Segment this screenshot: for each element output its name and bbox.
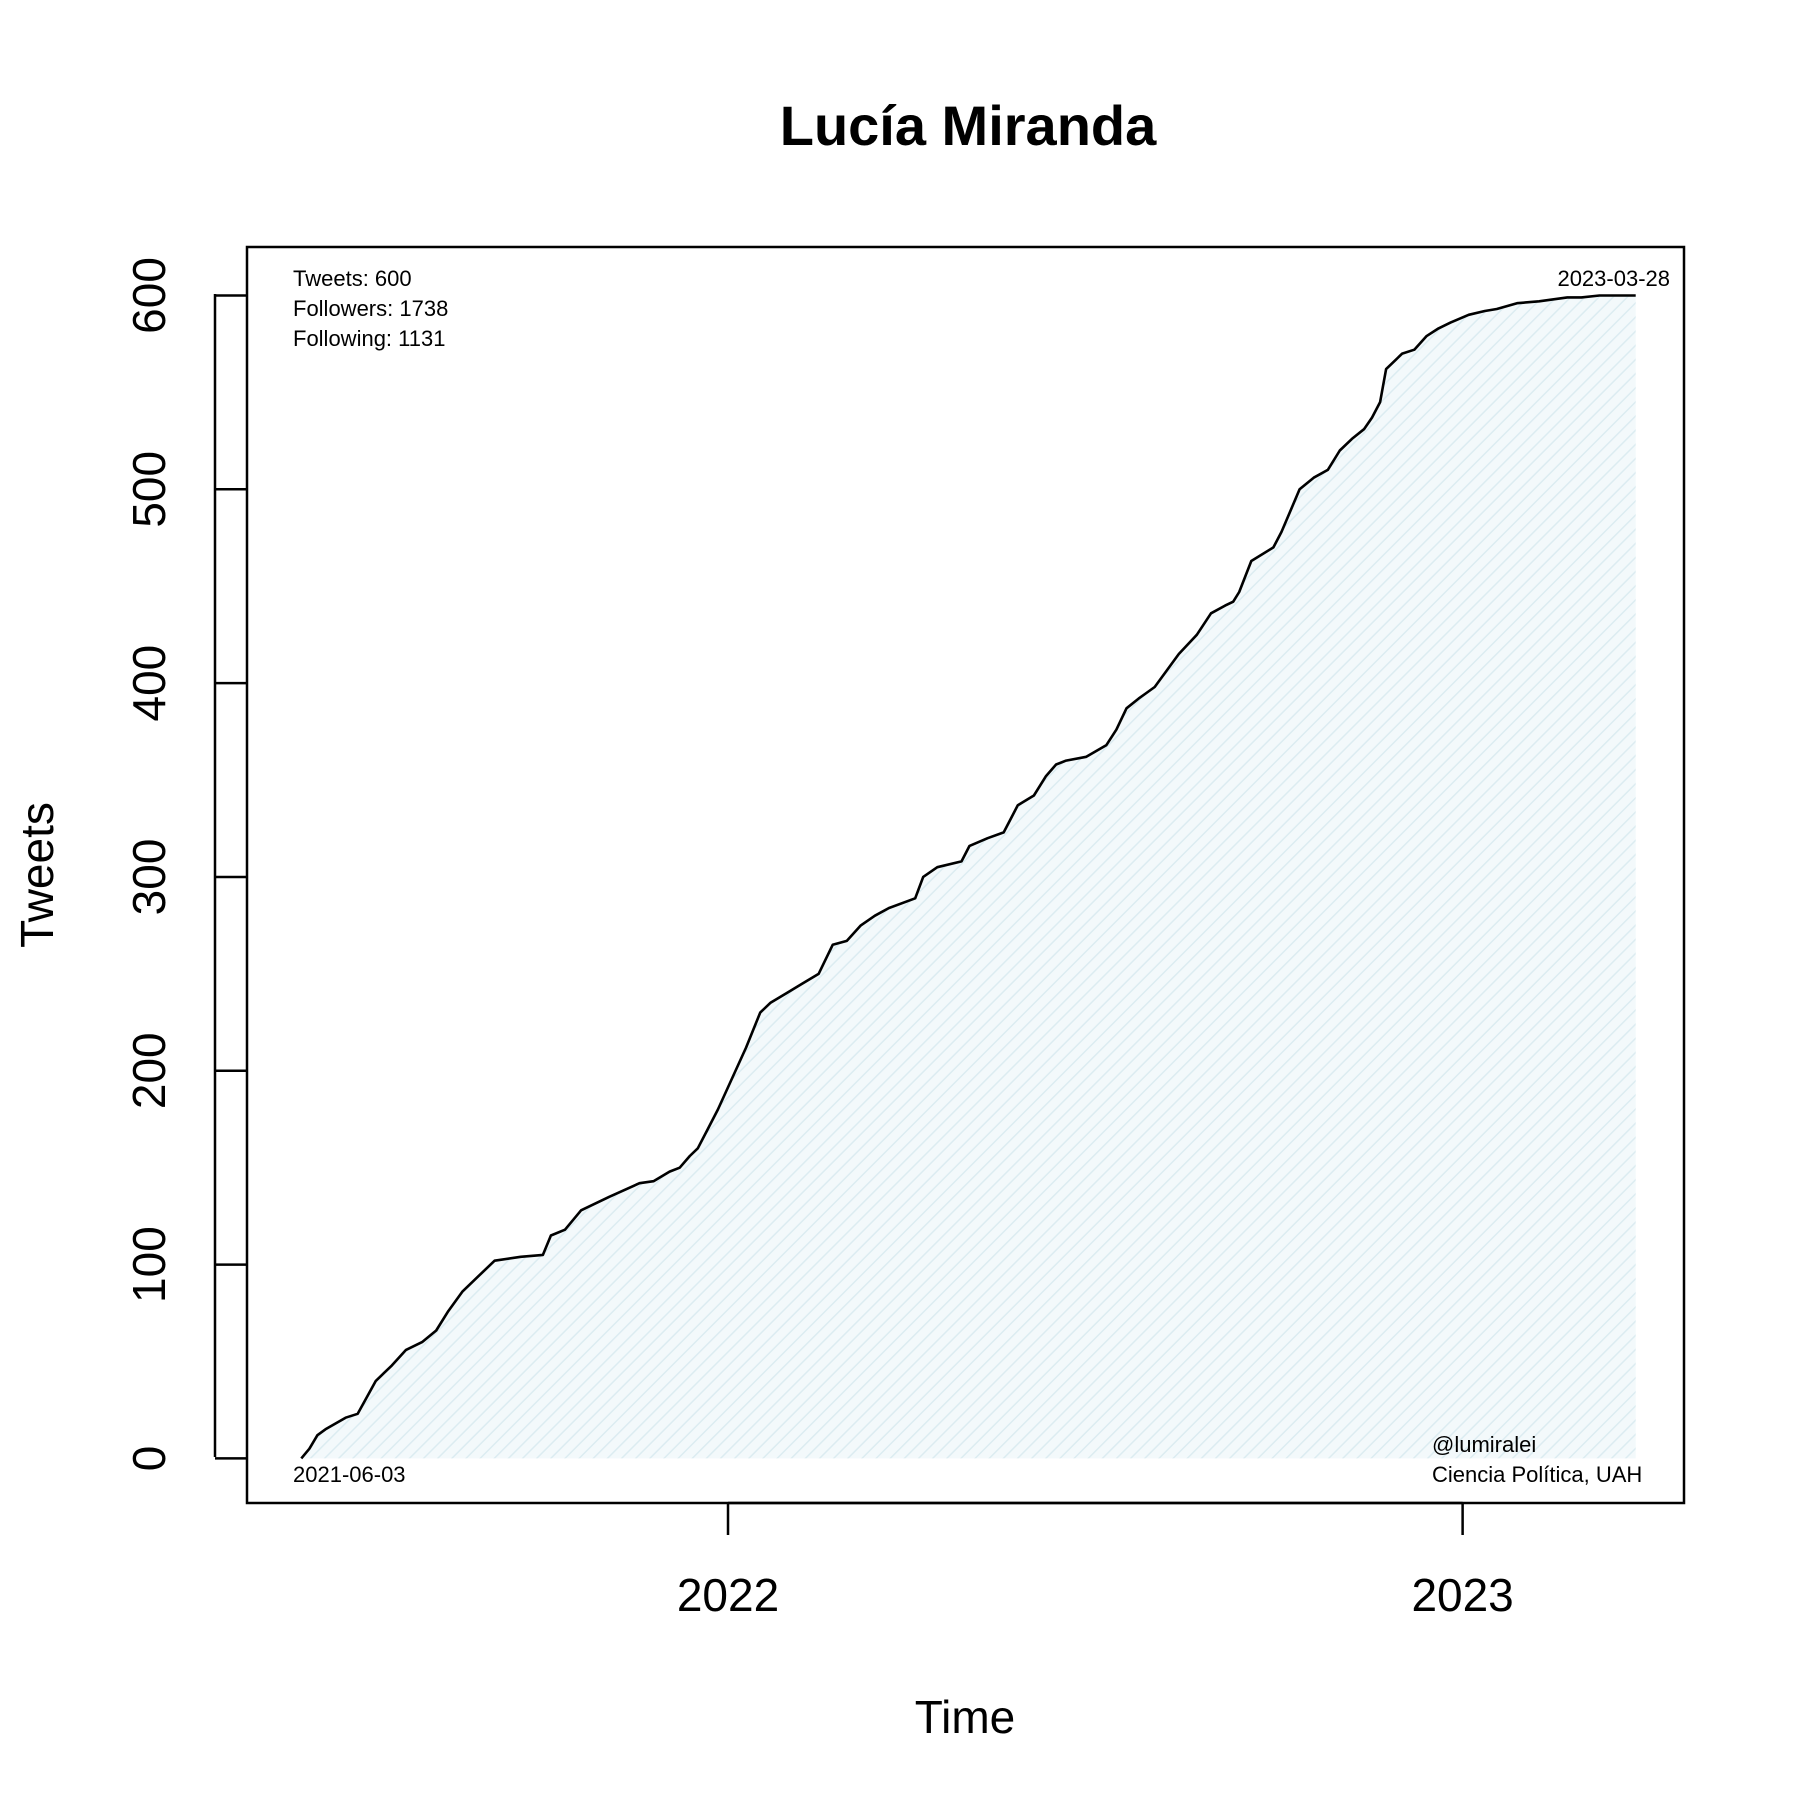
chart-title: Lucía Miranda [780, 94, 1157, 157]
x-tick-label: 2023 [1411, 1569, 1513, 1621]
followers-count: Followers: 1738 [293, 296, 448, 321]
y-tick-label: 500 [123, 451, 175, 528]
y-tick-label: 600 [123, 257, 175, 334]
tweets-count: Tweets: 600 [293, 266, 412, 291]
y-tick-label: 300 [123, 839, 175, 916]
user-handle: @lumiralei [1432, 1432, 1536, 1457]
plot-area [300, 294, 1636, 1460]
start-date-label: 2021-06-03 [293, 1462, 406, 1487]
series-area-fill [301, 295, 1636, 1459]
y-axis-title: Tweets [11, 802, 63, 948]
y-tick-label: 200 [123, 1032, 175, 1109]
y-tick-label: 0 [123, 1446, 175, 1472]
end-date-label: 2023-03-28 [1557, 266, 1670, 291]
y-tick-label: 100 [123, 1226, 175, 1303]
y-axis: 0 100 200 300 400 500 600 [123, 257, 247, 1471]
following-count: Following: 1131 [293, 326, 445, 351]
user-affiliation: Ciencia Política, UAH [1432, 1462, 1642, 1487]
series-line-tweets [300, 294, 1636, 1460]
y-tick-label: 400 [123, 645, 175, 722]
x-axis-title: Time [915, 1691, 1016, 1743]
x-tick-label: 2022 [677, 1569, 779, 1621]
x-axis: 2022 2023 [677, 1501, 1514, 1621]
